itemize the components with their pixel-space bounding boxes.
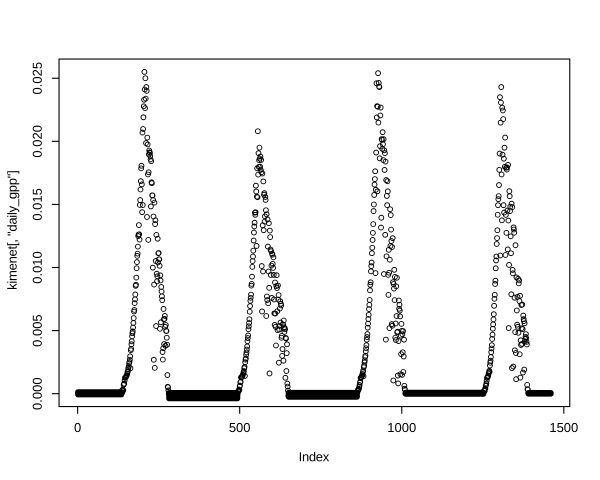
svg-text:0.025: 0.025	[30, 62, 45, 95]
svg-text:0: 0	[74, 420, 81, 435]
svg-text:500: 500	[229, 420, 251, 435]
svg-text:0.010: 0.010	[30, 251, 45, 284]
svg-text:1500: 1500	[549, 420, 578, 435]
svg-text:0.015: 0.015	[30, 188, 45, 221]
svg-text:0.000: 0.000	[30, 377, 45, 410]
svg-text:kimenet[, "daily_gpp"]: kimenet[, "daily_gpp"]	[5, 171, 20, 290]
svg-text:0.020: 0.020	[30, 125, 45, 158]
svg-text:0.005: 0.005	[30, 314, 45, 347]
svg-text:1000: 1000	[387, 420, 416, 435]
svg-text:Index: Index	[299, 449, 330, 464]
